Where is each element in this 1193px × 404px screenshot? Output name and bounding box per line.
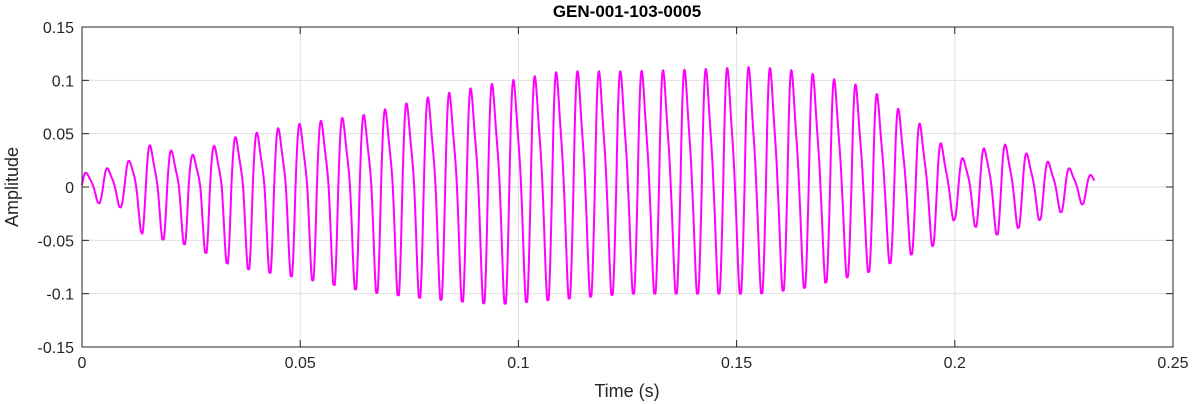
plot-area: [81, 66, 1096, 305]
y-tick-label: -0.05: [38, 233, 75, 250]
y-tick-label: 0.15: [43, 20, 74, 37]
x-tick-label: 0.2: [944, 355, 966, 372]
x-tick-label: 0.1: [507, 355, 529, 372]
x-tick-label: 0: [78, 355, 87, 372]
x-tick-label: 0.25: [1157, 355, 1188, 372]
x-axis-label: Time (s): [594, 381, 659, 401]
y-tick-label: 0.1: [52, 73, 74, 90]
y-axis-label: Amplitude: [2, 147, 22, 227]
y-tick-label: -0.1: [46, 287, 74, 304]
x-tick-label: 0.05: [285, 355, 316, 372]
chart-title: GEN-001-103-0005: [553, 2, 701, 21]
waveform-series-0: [81, 66, 1096, 305]
x-tick-label: 0.15: [721, 355, 752, 372]
y-tick-label: 0.05: [43, 127, 74, 144]
y-tick-label: -0.15: [38, 340, 75, 357]
axis-ticks: 0 0.05 0.1 0.15 0.2 0.25 0.15 0.1 0.05 0 -0.05 -0.1…: [38, 20, 1189, 372]
y-tick-label: 0: [65, 180, 74, 197]
